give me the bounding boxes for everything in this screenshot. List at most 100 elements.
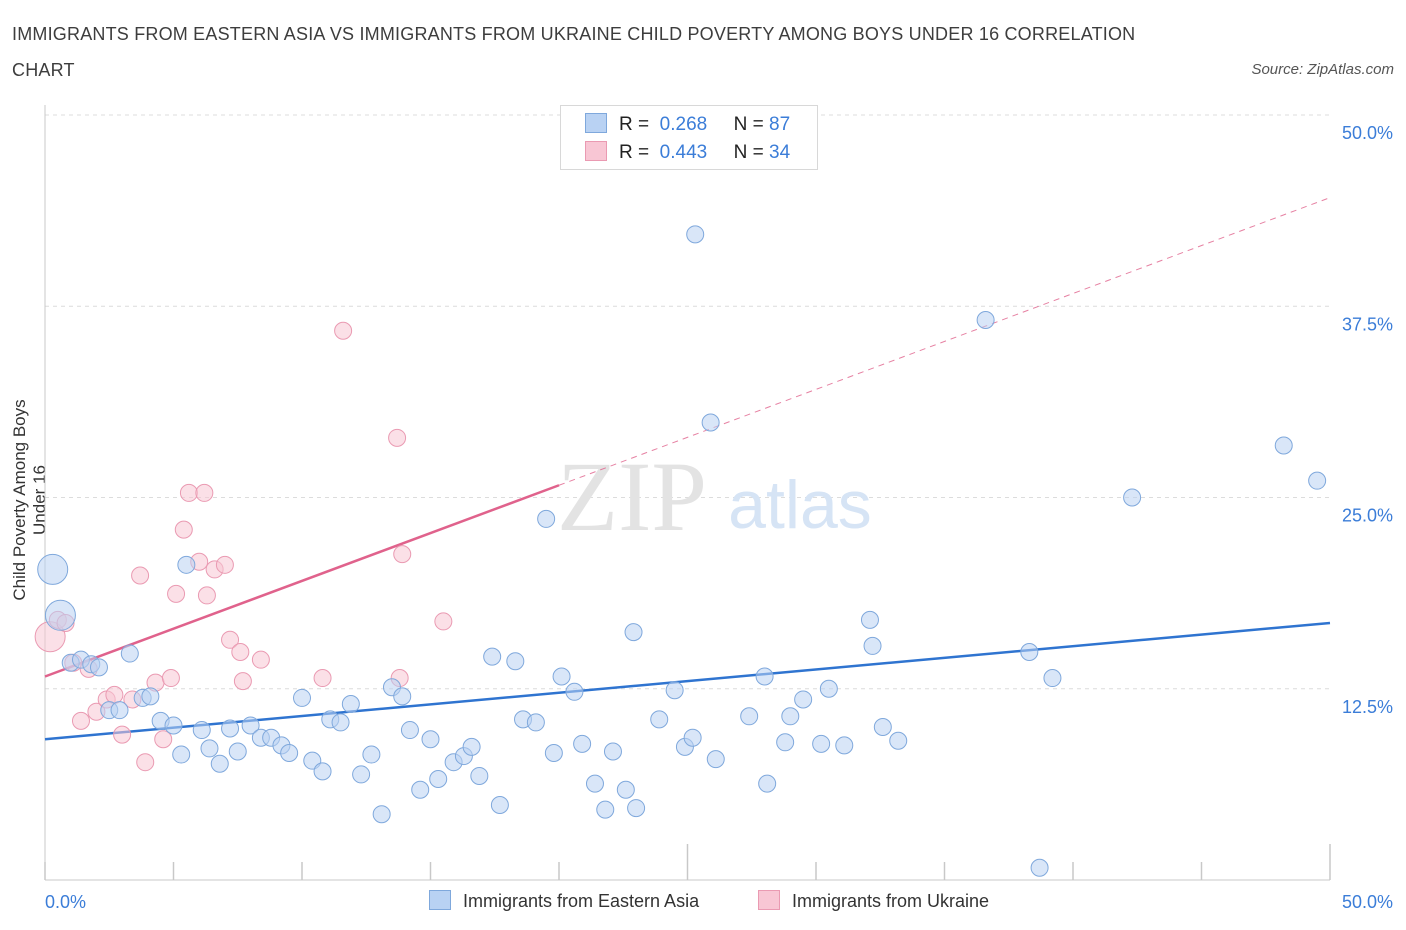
ukraine-point-30 [388,428,407,447]
eastern-asia-point-78 [873,718,892,736]
tick-labels: 12.5% 25.0% 37.5% 50.0% 0.0% 50.0% [45,123,1393,912]
eastern-asia-point-29 [331,713,350,732]
ukraine-point-23 [215,555,234,574]
ukraine-point-29 [334,321,353,340]
x-tick-label-1: 50.0% [1342,892,1393,912]
trend-line-ukraine-extension [558,197,1331,486]
legend-swatch-ukraine [585,141,607,161]
eastern-asia-point-54 [585,774,604,793]
chart-title: IMMIGRANTS FROM EASTERN ASIA VS IMMIGRAN… [12,24,1136,80]
eastern-asia-point-27 [313,762,332,781]
eastern-asia-point-17 [210,754,229,773]
y-tick-label-0: 12.5% [1342,697,1393,717]
series-eastern-asia-points [37,225,1327,877]
eastern-asia-point-53 [573,734,592,753]
y-tick-label-3: 50.0% [1342,123,1393,143]
eastern-asia-point-43 [470,766,489,785]
ukraine-point-15 [161,669,180,688]
y-tick-label-1: 25.0% [1342,506,1393,526]
eastern-asia-point-68 [755,667,774,686]
ukraine-point-18 [179,483,198,502]
eastern-asia-point-24 [280,744,299,763]
legend-r-label: R = [619,142,650,163]
eastern-asia-point-65 [701,413,720,432]
eastern-asia-point-33 [372,805,391,824]
legend-r-value-ukraine: 0.443 [659,142,708,163]
eastern-asia-point-7 [110,701,129,720]
eastern-asia-point-73 [812,734,831,753]
ukraine-point-20 [195,483,214,502]
eastern-asia-point-0 [37,553,69,585]
ukraine-point-26 [233,672,252,691]
eastern-asia-point-14 [177,555,196,574]
trend-line-eastern-asia [44,621,1331,741]
eastern-asia-point-67 [740,707,759,726]
ukraine-point-33 [434,612,453,631]
legend-n-label: N = [733,142,764,163]
bottom-legend-label-ukraine: Immigrants from Ukraine [792,891,990,911]
eastern-asia-point-85 [1274,436,1293,455]
eastern-asia-point-12 [164,716,183,735]
source-label: Source: ZipAtlas.com [1251,61,1394,78]
eastern-asia-point-79 [889,731,908,750]
ukraine-point-28 [313,669,332,688]
eastern-asia-point-72 [794,690,813,709]
eastern-asia-point-35 [393,687,412,706]
legend-swatch-eastern-asia [585,113,607,133]
eastern-asia-point-51 [552,667,571,686]
eastern-asia-point-76 [860,610,879,629]
watermark-zip: ZIP [557,441,707,552]
eastern-asia-point-83 [1030,858,1049,877]
eastern-asia-point-37 [411,780,430,799]
eastern-asia-point-50 [544,744,563,763]
axes [44,105,1331,881]
eastern-asia-point-48 [526,713,545,732]
eastern-asia-point-49 [537,509,556,528]
eastern-asia-point-5 [89,658,108,677]
y-tick-label-2: 37.5% [1342,314,1393,334]
legend-row-ukraine: R = 0.443 N = 34 [585,141,790,165]
series-ukraine-points [34,321,453,772]
eastern-asia-point-1 [44,599,76,631]
ukraine-point-17 [174,520,193,539]
eastern-asia-point-61 [665,681,684,700]
eastern-asia-point-10 [141,687,160,706]
legend-r-value-eastern-asia: 0.268 [659,114,708,135]
legend-n-value-eastern-asia: 87 [769,114,791,135]
eastern-asia-point-71 [781,707,800,726]
ukraine-point-12 [136,753,155,772]
bottom-legend-swatch-eastern-asia [429,890,451,910]
eastern-asia-point-42 [462,737,481,756]
eastern-asia-point-80 [976,311,995,330]
bottom-legend-swatch-ukraine [758,890,780,910]
eastern-asia-point-59 [627,799,646,818]
eastern-asia-point-13 [172,745,191,764]
eastern-asia-point-70 [776,733,795,752]
watermark-atlas: atlas [728,467,872,543]
bottom-legend-label-eastern-asia: Immigrants from Eastern Asia [463,891,700,911]
grid-lines [45,114,1330,690]
legend-r-label: R = [619,114,650,135]
eastern-asia-point-56 [603,742,622,761]
eastern-asia-point-15 [192,721,211,740]
ukraine-point-25 [231,643,250,662]
legend-n-value-ukraine: 34 [769,142,791,163]
eastern-asia-point-31 [352,765,371,784]
eastern-asia-point-84 [1123,488,1142,507]
eastern-asia-point-63 [683,728,702,747]
ukraine-point-16 [167,584,186,603]
eastern-asia-point-30 [341,695,360,714]
eastern-asia-point-44 [483,647,502,666]
eastern-asia-point-32 [362,745,381,764]
eastern-asia-point-19 [228,742,247,761]
eastern-asia-point-55 [596,800,615,819]
ukraine-point-9 [113,725,132,744]
ukraine-point-14 [154,730,173,749]
eastern-asia-point-45 [490,796,509,815]
eastern-asia-point-82 [1043,669,1062,688]
eastern-asia-point-16 [200,739,219,758]
bottom-legend-eastern-asia: Immigrants from Eastern Asia [429,890,699,912]
eastern-asia-point-64 [686,225,705,244]
legend-n-label: N = [733,114,764,135]
